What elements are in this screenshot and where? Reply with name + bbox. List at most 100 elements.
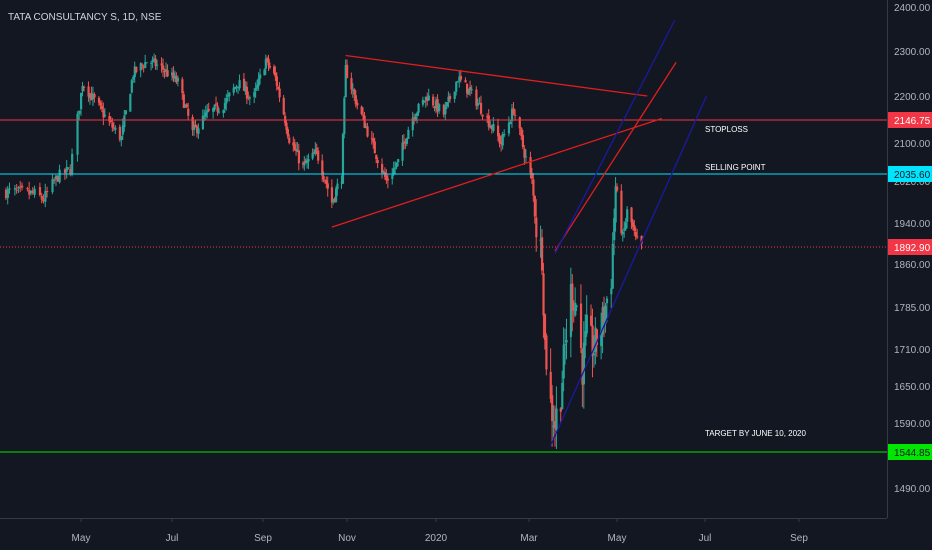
candle-body <box>343 98 346 135</box>
candle-body <box>58 169 61 183</box>
candle-body <box>427 95 430 101</box>
candle <box>416 111 419 124</box>
chart-title: TATA CONSULTANCY S, 1D, NSE <box>8 12 162 23</box>
candle-body <box>21 185 24 188</box>
candle-body <box>286 129 289 137</box>
candle <box>285 119 288 135</box>
level-annotation: SELLING POINT <box>705 163 766 172</box>
candle-body <box>292 142 295 146</box>
candle <box>38 182 42 197</box>
candle <box>572 300 575 323</box>
candle <box>40 192 43 204</box>
candle-body <box>132 76 135 80</box>
candle-body <box>592 353 596 356</box>
candle-body <box>8 188 11 190</box>
candle-body <box>162 65 165 70</box>
candle-body <box>142 66 145 68</box>
candle-body <box>133 66 136 78</box>
candle <box>521 129 524 150</box>
candle-body <box>326 183 329 189</box>
candle <box>334 186 338 203</box>
candle <box>191 114 194 136</box>
candle-body <box>212 108 215 112</box>
x-tick-label: Nov <box>338 533 356 544</box>
candle-body <box>426 97 429 101</box>
candle-body <box>54 175 58 180</box>
candle <box>336 178 339 196</box>
candle-body <box>78 110 81 114</box>
candle <box>466 83 469 98</box>
candle-body <box>466 83 469 94</box>
candle-body <box>581 349 584 385</box>
candle-body <box>385 175 388 181</box>
y-tick-label: 1860.00 <box>894 260 931 271</box>
candle <box>605 295 609 322</box>
candle <box>67 167 70 170</box>
candle <box>633 219 636 236</box>
candle-body <box>4 189 8 199</box>
candle <box>321 154 324 182</box>
candle <box>21 182 24 191</box>
candle-body <box>166 70 169 77</box>
candle-body <box>63 169 67 174</box>
candle-body <box>19 186 22 188</box>
candle <box>71 148 74 177</box>
candle-body <box>123 115 126 128</box>
candle <box>213 104 216 112</box>
candle-body <box>26 188 29 190</box>
x-tick-label: Jul <box>699 533 712 544</box>
candle-body <box>81 86 84 92</box>
candle <box>314 142 317 156</box>
candle <box>144 54 147 69</box>
candle <box>238 74 241 91</box>
candle <box>225 93 228 111</box>
candle-body <box>273 66 276 74</box>
candle-body <box>325 180 328 184</box>
candle <box>44 183 47 208</box>
candle-body <box>247 97 250 99</box>
x-tick-label: Sep <box>254 533 272 544</box>
candle-body <box>553 421 557 429</box>
candle-body <box>44 191 47 202</box>
candle <box>76 111 79 162</box>
candle-body <box>497 125 500 137</box>
candle-body <box>181 79 184 94</box>
candle <box>133 61 136 83</box>
candle <box>385 169 388 184</box>
candle <box>102 102 105 126</box>
candle <box>206 104 209 119</box>
candle-body <box>65 166 68 172</box>
candle <box>56 174 59 182</box>
candle <box>257 72 260 91</box>
candle-body <box>156 64 159 66</box>
candle-body <box>520 127 523 136</box>
candle-body <box>193 125 196 130</box>
candle-body <box>222 110 225 114</box>
candle <box>562 327 565 392</box>
candle-body <box>191 116 194 131</box>
candle <box>28 181 31 200</box>
candle <box>500 135 503 152</box>
candle-body <box>532 179 535 196</box>
candle <box>382 170 385 174</box>
candle-body <box>611 243 614 289</box>
candle <box>297 143 301 171</box>
candle-body <box>97 97 101 103</box>
candle <box>581 347 584 408</box>
candle-body <box>533 196 536 217</box>
candle <box>90 86 93 101</box>
candle-body <box>185 104 188 108</box>
candle-body <box>111 122 114 128</box>
candle <box>303 155 306 171</box>
y-tick-label: 1650.00 <box>894 382 931 393</box>
candle <box>404 138 407 150</box>
candle-body <box>571 283 574 310</box>
candle-body <box>237 86 240 88</box>
candle <box>195 124 199 138</box>
candle-body <box>244 85 247 92</box>
candle-body <box>175 76 178 83</box>
candle-body <box>467 88 470 95</box>
candle-body <box>195 126 199 133</box>
